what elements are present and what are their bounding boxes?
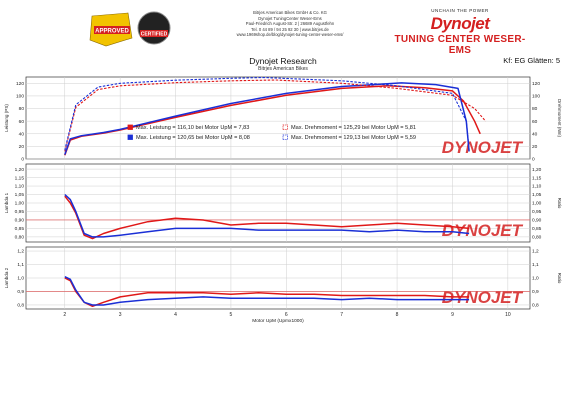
dealer-line: Paul-Friedrich August-Str. 2 | 26689 Aug… xyxy=(245,21,335,27)
approved-badge: APPROVED xyxy=(89,12,133,47)
report-subtitle: Bitrjes American Bikes xyxy=(258,66,308,72)
y-tick-label-right: 1,05 xyxy=(532,192,542,198)
y-tick-label-right: 1,1 xyxy=(532,262,539,268)
y-tick-label-right: 0,90 xyxy=(532,218,542,224)
svg-text:CERTIFIED: CERTIFIED xyxy=(141,32,168,38)
lambda-series-run-2 xyxy=(64,276,470,306)
y-tick-label-left: 0,80 xyxy=(15,235,25,241)
y-axis-label-right: Ratio xyxy=(557,273,562,284)
y-tick-label-left: 60 xyxy=(19,119,25,125)
x-tick-label: 5 xyxy=(230,312,233,318)
x-tick-label: 4 xyxy=(174,312,177,318)
y-tick-label-left: 40 xyxy=(19,131,25,137)
y-tick-label-left: 80 xyxy=(19,106,25,112)
y-tick-label-left: 0,9 xyxy=(17,289,24,295)
y-tick-label-right: 0,80 xyxy=(532,235,542,241)
y-axis-label-right: Drehmoment (Nm) xyxy=(557,99,562,138)
y-tick-label-right: 120 xyxy=(532,81,540,87)
dynojet-watermark: DYNOJET xyxy=(442,138,524,157)
dynojet-watermark: DYNOJET xyxy=(442,221,524,240)
y-tick-label-right: 0,85 xyxy=(532,226,542,232)
x-tick-label: 9 xyxy=(451,312,454,318)
legend-swatch xyxy=(127,134,133,140)
x-tick-label: 3 xyxy=(119,312,122,318)
tuning-center-title: TUNING CENTER WESER-EMS xyxy=(394,34,526,56)
y-tick-label-left: 120 xyxy=(16,81,24,87)
y-tick-label-left: 1,1 xyxy=(17,262,24,268)
chart-legend: Max. Leistung = 116,10 bei Motor UpM = 7… xyxy=(127,124,416,141)
y-tick-label-right: 1,2 xyxy=(532,249,539,255)
y-tick-label-left: 0,85 xyxy=(15,226,25,232)
y-tick-label-right: 1,20 xyxy=(532,167,542,173)
legend-swatch xyxy=(282,124,288,130)
svg-text:APPROVED: APPROVED xyxy=(95,29,129,35)
y-tick-label-right: 1,00 xyxy=(532,201,542,207)
y-tick-label-right: 1,0 xyxy=(532,276,539,282)
dynojet-watermark: DYNOJET xyxy=(442,288,524,307)
y-tick-label-right: 100 xyxy=(532,94,540,100)
y-tick-label-right: 0,8 xyxy=(532,303,539,309)
legend-entry: Max. Leistung = 116,10 bei Motor UpM = 7… xyxy=(136,125,249,131)
y-tick-label-right: 80 xyxy=(532,106,538,112)
lambda-series-run-2 xyxy=(64,193,470,238)
dynojet-tagline: UNCHAIN THE POWER xyxy=(431,8,489,13)
y-tick-label-right: 0,9 xyxy=(532,289,539,295)
y-tick-label-left: 1,10 xyxy=(15,184,25,190)
y-tick-label-right: 1,10 xyxy=(532,184,542,190)
y-tick-label-left: 1,2 xyxy=(17,249,24,255)
certification-badges: APPROVED CERTIFIED xyxy=(89,11,171,47)
y-tick-label-left: 0,8 xyxy=(17,303,24,309)
y-tick-label-left: 1,0 xyxy=(17,276,24,282)
y-tick-label-left: 1,00 xyxy=(15,201,25,207)
legend-entry: Max. Drehmoment = 125,29 bei Motor UpM =… xyxy=(291,125,416,131)
dealer-line: www.1969shop.de/blog/dynojet-tuning-cent… xyxy=(236,32,344,38)
torque-series-run-2 xyxy=(64,76,470,151)
y-tick-label-left: 0 xyxy=(21,157,24,163)
y-tick-label-left: 0,90 xyxy=(15,218,25,224)
x-axis-label: Motor UpM (Upmx1000) xyxy=(252,318,304,324)
y-axis-label-left: Leistung (PS) xyxy=(4,104,9,132)
legend-swatch xyxy=(282,134,288,140)
dealer-address-block: Bitrjes American Bikes GmbH & Co. KG Dyn… xyxy=(195,10,385,38)
y-tick-label-right: 20 xyxy=(532,144,538,150)
power-series-run-2 xyxy=(64,82,470,155)
y-axis-label-right: Ratio xyxy=(557,198,562,209)
y-axis-label-left: Lambda 2 xyxy=(4,267,9,288)
legend-entry: Max. Drehmoment = 129,13 bei Motor UpM =… xyxy=(291,135,416,141)
x-tick-label: 10 xyxy=(505,312,511,318)
y-tick-label-left: 1,20 xyxy=(15,167,25,173)
dealer-line: Bitrjes American Bikes GmbH & Co. KG xyxy=(253,10,327,15)
dynojet-logo: Dynojet xyxy=(430,14,490,33)
certified-badge: CERTIFIED xyxy=(137,11,171,45)
y-tick-label-left: 1,15 xyxy=(15,175,25,181)
y-tick-label-right: 60 xyxy=(532,119,538,125)
y-tick-label-left: 20 xyxy=(19,144,25,150)
y-tick-label-left: 100 xyxy=(16,94,24,100)
lambda-series-run-1 xyxy=(64,195,470,240)
dealer-line: Tel. 0 44 89 / 94 25 92 30 | www.bitrjes… xyxy=(251,26,329,32)
dealer-line: Dynojet TuningCenter Weser-Ems xyxy=(258,15,322,21)
y-tick-label-right: 0 xyxy=(532,157,535,163)
y-axis-label-left: Lambda 1 xyxy=(4,192,9,213)
y-tick-label-left: 0,95 xyxy=(15,209,25,215)
x-tick-label: 6 xyxy=(285,312,288,318)
x-tick-label: 7 xyxy=(340,312,343,318)
x-tick-label: 8 xyxy=(396,312,399,318)
torque-series-run-1 xyxy=(64,79,487,152)
y-tick-label-left: 1,05 xyxy=(15,192,25,198)
legend-entry: Max. Leistung = 120,65 bei Motor UpM = 8… xyxy=(136,135,250,141)
y-tick-label-right: 1,15 xyxy=(532,175,542,181)
y-tick-label-right: 40 xyxy=(532,131,538,137)
smoothing-label: Kf: EG Glätten: 5 xyxy=(503,56,560,65)
report-title: Dynojet Research xyxy=(249,56,317,66)
legend-swatch xyxy=(127,124,133,130)
y-tick-label-right: 0,95 xyxy=(532,209,542,215)
x-tick-label: 2 xyxy=(63,312,66,318)
